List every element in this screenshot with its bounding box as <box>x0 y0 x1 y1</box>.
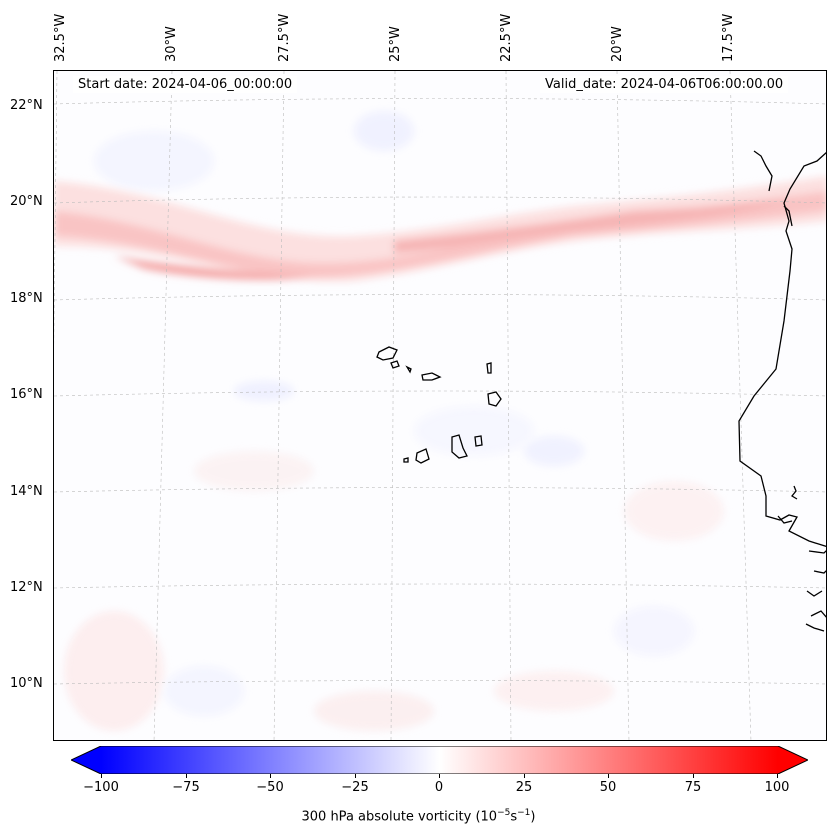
colorbar-low-extend <box>71 746 101 774</box>
lat-label-12n: 12°N <box>10 580 43 595</box>
lon-label-20w: 20°W <box>610 26 625 62</box>
lon-label-27-5w: 27.5°W <box>277 13 292 62</box>
lat-label-14n: 14°N <box>10 484 43 499</box>
cb-tickmark <box>101 774 102 778</box>
cb-tick-label: −75 <box>172 780 200 795</box>
cb-tick-label: 0 <box>434 780 444 795</box>
lon-label-25w: 25°W <box>388 26 403 62</box>
lat-label-20n: 20°N <box>10 194 43 209</box>
lon-label-22-5w: 22.5°W <box>499 13 514 62</box>
colorbar-high-extend <box>778 746 808 774</box>
cb-tickmark <box>524 774 525 778</box>
cb-tick-label: −25 <box>341 780 369 795</box>
cb-tick-label: 100 <box>764 780 790 795</box>
cb-tickmark <box>186 774 187 778</box>
lat-label-10n: 10°N <box>10 676 43 691</box>
cb-tickmark <box>608 774 609 778</box>
lon-label-32-5w: 32.5°W <box>53 13 68 62</box>
cb-tick-label: −50 <box>256 780 284 795</box>
cb-tick-label: 50 <box>599 780 617 795</box>
start-date-label: Start date: 2024-04-06_00:00:00 <box>73 76 298 93</box>
cb-tick-label: −100 <box>83 780 119 795</box>
african-coastline <box>738 150 826 632</box>
cb-tickmark <box>777 774 778 778</box>
cb-tickmark <box>439 774 440 778</box>
lat-label-22n: 22°N <box>10 98 43 113</box>
lon-label-17-5w: 17.5°W <box>721 13 736 62</box>
cb-tickmark <box>693 774 694 778</box>
cb-tickmark <box>270 774 271 778</box>
cabo-verde-islands <box>376 346 502 464</box>
colorbar-label: 300 hPa absolute vorticity (10−5s−1) <box>301 808 536 825</box>
cb-tickmark <box>355 774 356 778</box>
vorticity-band <box>54 176 826 282</box>
colorbar-gradient <box>101 746 778 774</box>
cb-tick-label: 75 <box>684 780 702 795</box>
cb-tick-label: 25 <box>515 780 533 795</box>
background-field <box>64 111 724 731</box>
gridlines <box>54 71 826 740</box>
lon-label-30w: 30°W <box>164 26 179 62</box>
valid-date-label: Valid_date: 2024-04-06T06:00:00.00 <box>540 76 789 93</box>
lat-label-16n: 16°N <box>10 387 43 402</box>
vorticity-map[interactable] <box>53 70 827 741</box>
lat-label-18n: 18°N <box>10 291 43 306</box>
colorbar <box>71 746 808 774</box>
map-canvas <box>54 71 826 740</box>
